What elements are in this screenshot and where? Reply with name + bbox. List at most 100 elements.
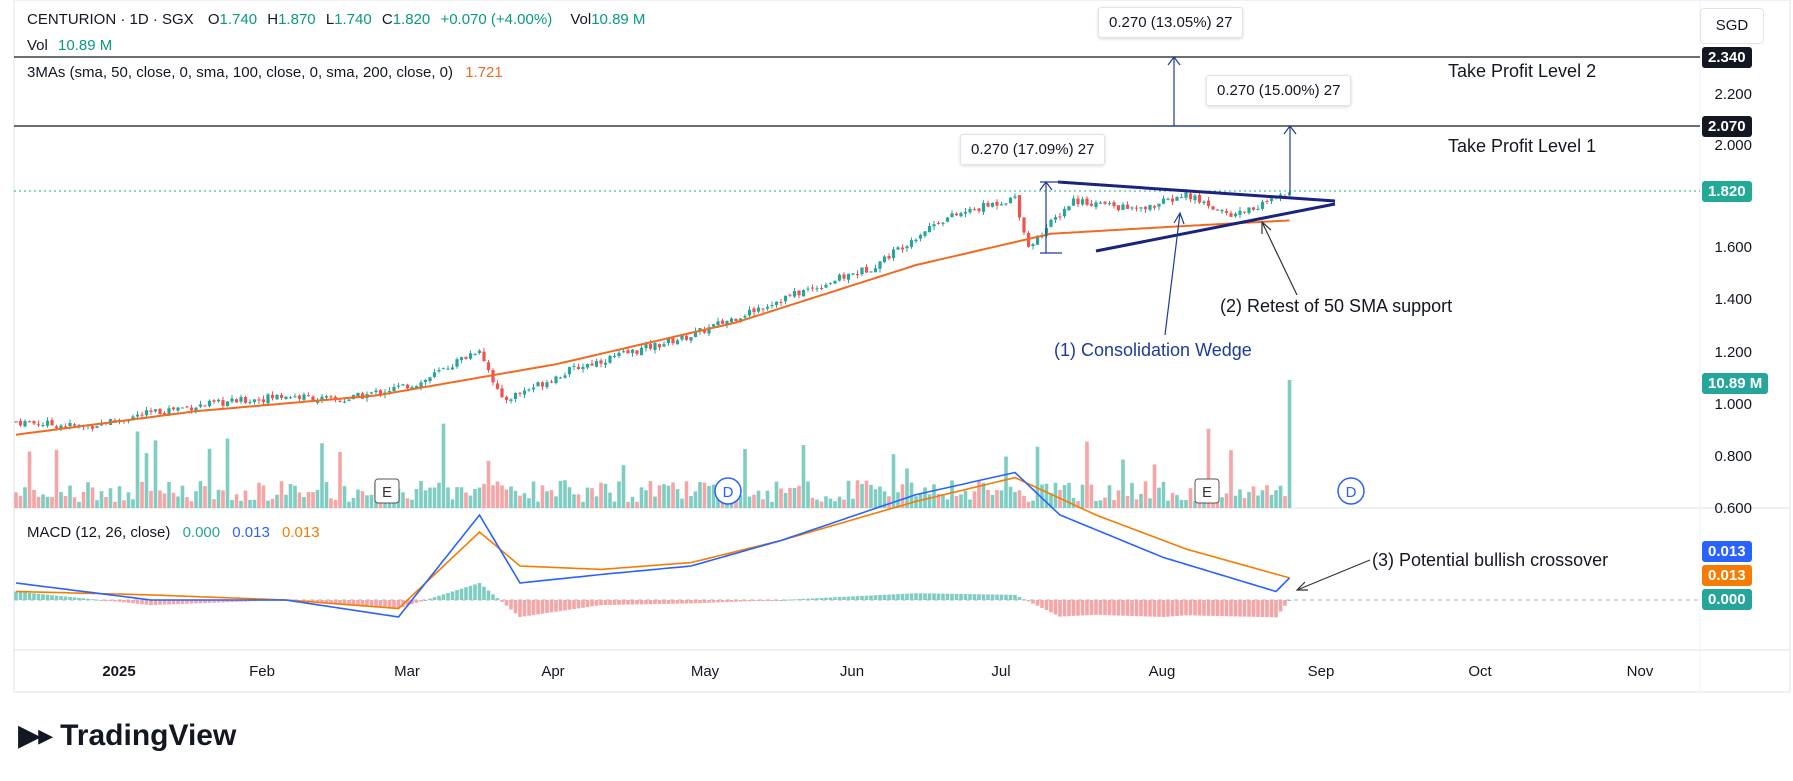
macd-hist-bar (806, 598, 810, 600)
measure-box-15[interactable]: 0.270 (15.00%) 27 (1206, 75, 1352, 106)
ma-legend[interactable]: 3MAs (sma, 50, close, 0, sma, 100, close… (27, 64, 503, 81)
macd-hist-bar (860, 595, 864, 600)
candle (1112, 202, 1116, 207)
close-value: 1.820 (392, 11, 431, 28)
macd-histogram (14, 583, 1292, 618)
wedge-upper-line[interactable] (1057, 180, 1336, 203)
candle (1080, 199, 1085, 205)
volume-bar (1040, 484, 1044, 508)
macd-hist-bar (684, 600, 689, 604)
volume-bar (306, 492, 311, 508)
candle (68, 423, 72, 427)
macd-legend[interactable]: MACD (12, 26, close) 0.000 0.013 0.013 (27, 524, 320, 541)
macd-hist-bar (1287, 600, 1292, 601)
candle (1103, 201, 1107, 204)
volume-bar (842, 499, 846, 508)
measure-box-13[interactable]: 0.270 (13.05%) 27 (1098, 7, 1244, 38)
volume-value: 10.89 M (58, 37, 113, 54)
candle (158, 408, 162, 415)
volume-bar (266, 500, 270, 508)
candle (909, 240, 914, 247)
hist-tag: 0.000 (1702, 589, 1752, 610)
macd-hist-bar (486, 590, 491, 600)
candle (734, 318, 738, 322)
volume-bar (599, 482, 603, 508)
wedge-label: (1) Consolidation Wedge (1054, 340, 1252, 360)
candle (482, 351, 486, 362)
macd-hist-bar (360, 600, 365, 606)
macd-hist-bar (702, 600, 707, 603)
candle (1062, 208, 1067, 217)
volume-bar (680, 498, 684, 508)
macd-hist-bar (1193, 600, 1197, 616)
macd-hist-bar (14, 591, 18, 600)
volume-bar (18, 495, 23, 508)
macd-hist-bar (1179, 600, 1184, 616)
volume-bar (621, 465, 626, 508)
volume-bar (1179, 499, 1184, 508)
candle (1148, 204, 1152, 210)
volume-bar (653, 496, 657, 508)
measure-box-17[interactable]: 0.270 (17.09%) 27 (960, 134, 1106, 165)
volume-bar (1166, 500, 1170, 508)
y-tick: 1.400 (1714, 291, 1752, 308)
candle (1053, 217, 1058, 220)
candles (14, 188, 1292, 432)
candle (756, 307, 761, 312)
volume-bar (1080, 484, 1085, 508)
macd-hist-bar (45, 594, 50, 600)
macd-hist-bar (1202, 600, 1206, 616)
volume-label: Vol (27, 37, 48, 54)
macd-hist-bar (549, 600, 554, 613)
wedge-lower-line[interactable] (1095, 202, 1336, 253)
low-label: L (325, 11, 335, 28)
macd-hist-bar (878, 595, 882, 600)
candle (414, 386, 419, 389)
candle (887, 256, 891, 259)
candle (900, 247, 905, 250)
macd-hist-bar (585, 600, 590, 608)
macd-hist-bar (954, 593, 959, 600)
volume-bar (450, 499, 455, 508)
candle (680, 334, 684, 340)
volume-bar (702, 482, 707, 508)
volume-bar (297, 492, 302, 508)
volume-legend[interactable]: Vol 10.89 M (27, 37, 112, 54)
volume-bar (360, 491, 365, 508)
candle (504, 396, 509, 400)
macd-hist-bar (617, 600, 621, 605)
volume-bar (513, 490, 518, 508)
event-markers[interactable]: E D E D (374, 477, 1365, 505)
macd-hist-bar (738, 600, 743, 602)
volume-bar (963, 490, 968, 508)
volume-bar (828, 498, 833, 508)
candle (977, 208, 981, 211)
macd-hist-bar (621, 600, 626, 605)
symbol-legend[interactable]: CENTURION · 1D · SGX O1.740 H1.870 L1.74… (27, 11, 645, 28)
volume-bar (1143, 481, 1148, 508)
macd-hist-bar (378, 600, 383, 608)
macd-hist-bar (590, 600, 594, 607)
candle (248, 401, 252, 403)
candle (1211, 206, 1215, 210)
volume-bar (932, 484, 936, 508)
measure-tools[interactable] (1039, 56, 1297, 254)
candle (369, 392, 374, 394)
macd-hist-bar (1274, 600, 1278, 618)
volume-bar (558, 480, 563, 508)
macd-hist-bar (1116, 600, 1121, 616)
currency-button[interactable]: SGD (1700, 8, 1764, 44)
candle (752, 308, 756, 313)
volume-bar (1098, 500, 1103, 508)
macd-hist-bar (1215, 600, 1220, 617)
x-tick: May (691, 663, 720, 680)
candle (945, 217, 950, 222)
macd-hist-bar (41, 594, 45, 600)
volume-bar (351, 497, 356, 508)
macd-line (15, 471, 1291, 618)
macd-hist-bar (1283, 600, 1287, 606)
candle (981, 203, 986, 212)
tradingview-logo[interactable]: ▶▸ TradingView (18, 718, 236, 753)
macd-hist-bar (1040, 600, 1044, 608)
